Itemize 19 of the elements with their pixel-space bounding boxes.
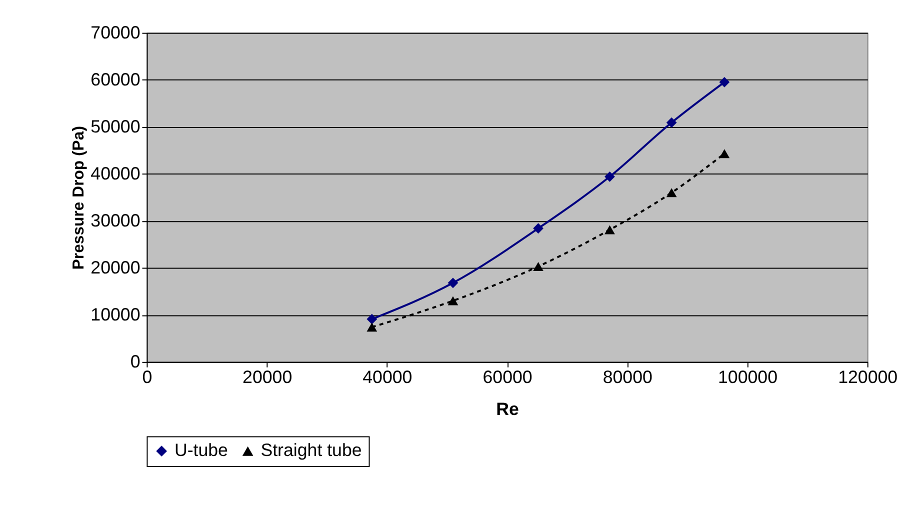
y-tick-label: 30000	[90, 210, 140, 230]
y-tick-label: 50000	[90, 116, 140, 136]
x-tick-label: 20000	[242, 367, 292, 388]
x-tick-label: 80000	[602, 367, 653, 388]
x-axis-title: Re	[496, 398, 520, 419]
legend-label: Straight tube	[260, 440, 362, 460]
legend-label: U-tube	[174, 440, 228, 460]
y-tick-label: 70000	[90, 22, 140, 42]
point	[448, 296, 458, 306]
y-tick-label: 10000	[90, 304, 140, 324]
y-tick-label: 0	[130, 351, 140, 372]
x-tick-label: 100000	[718, 367, 778, 388]
y-tick-label: 20000	[90, 257, 140, 278]
x-tick-label: 40000	[362, 367, 412, 388]
x-tick-label: 60000	[482, 367, 532, 388]
y-tick-label: 40000	[90, 163, 140, 184]
y-tick-label: 60000	[90, 69, 140, 90]
x-tick-label: 120000	[838, 367, 898, 388]
y-axis-title: Pressure Drop (Pa)	[70, 126, 88, 270]
